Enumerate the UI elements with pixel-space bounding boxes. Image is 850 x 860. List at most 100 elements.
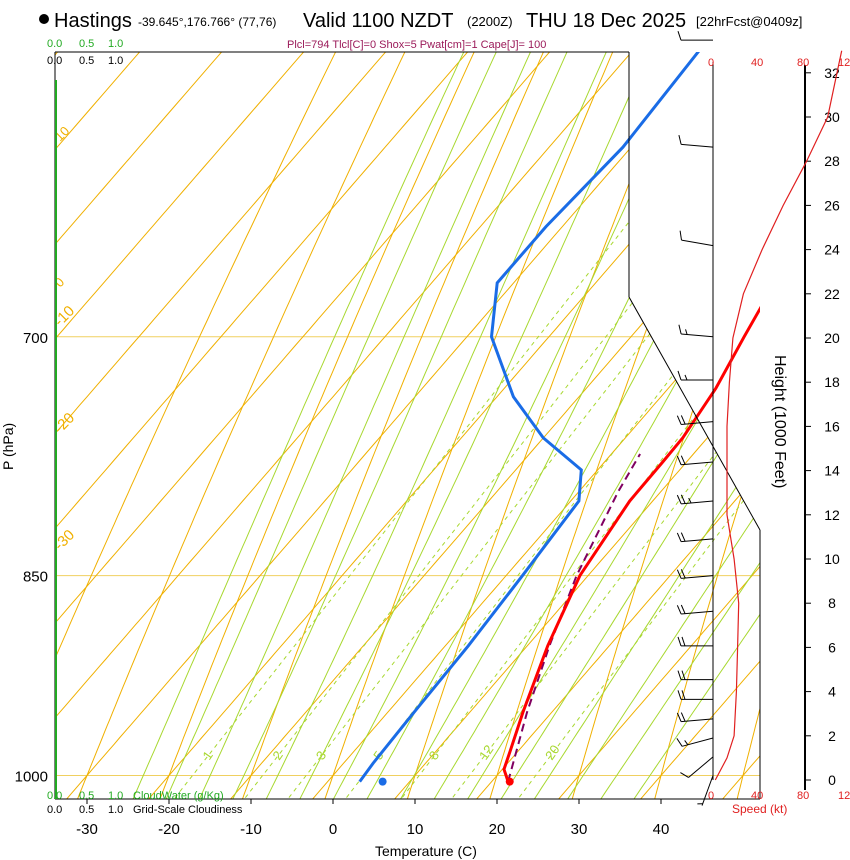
wind-barb-flag-10-1	[680, 494, 686, 504]
temperature-line	[502, 305, 760, 783]
parcel-line	[507, 453, 641, 782]
moist-adiabat-32	[542, 52, 760, 799]
height-tick-28: 28	[824, 153, 840, 169]
wind-barb-flag-2-0	[676, 738, 683, 747]
cloudiness-label: Grid-Scale Cloudiness	[133, 804, 243, 816]
wind-speed-curve	[714, 50, 843, 781]
wind-barb-15	[679, 230, 714, 247]
wind-barb-16	[678, 135, 714, 148]
wind-barb-flag-8-1	[680, 569, 686, 579]
isotherm--60	[55, 52, 760, 799]
mixing-ratio-20	[490, 146, 760, 799]
wind-barb-11	[676, 455, 714, 466]
speed-top-0: 0	[708, 57, 714, 69]
moist-adiabat--20	[116, 52, 760, 799]
moist-adiabat-24	[477, 52, 760, 799]
wind-barb-flag-9-0	[676, 532, 682, 542]
wind-barb-17	[677, 31, 713, 41]
wind-barb-half-2	[684, 740, 689, 746]
wind-barb-flag-12-1	[680, 415, 686, 425]
cloudwater-top-0: 0.0	[47, 38, 62, 50]
height-tick-20: 20	[824, 330, 840, 346]
moist-adiabat-20	[444, 52, 760, 799]
wind-barb-flag-11-1	[680, 455, 686, 465]
cloudiness-bottom-0: 0.0	[47, 804, 62, 816]
moist-adiabat--8	[214, 52, 760, 799]
height-axis-label: Height (1000 Feet)	[771, 355, 788, 488]
dewpoint-line	[358, 52, 700, 783]
profiles-layer	[358, 52, 760, 786]
height-tick-12: 12	[824, 507, 840, 523]
mixing-ratio-2	[215, 146, 755, 799]
height-tick-2: 2	[828, 728, 836, 744]
wind-barbs-layer	[676, 31, 714, 806]
station-coords: -39.645°,176.766° (77,76)	[138, 15, 276, 29]
mixing-ratio-3	[259, 146, 760, 799]
wind-barb-flag-14-0	[678, 324, 682, 335]
height-tick-26: 26	[824, 197, 840, 213]
pressure-tick-850: 850	[23, 569, 48, 586]
dry-adiabat--10	[228, 52, 760, 799]
height-tick-18: 18	[824, 374, 840, 390]
wind-barb-12	[676, 415, 714, 425]
forecast-info: [22hrFcst@0409z]	[696, 14, 802, 29]
wind-barb-5	[677, 670, 713, 681]
dry-adiabat-0	[312, 52, 760, 799]
pressure-tick-700: 700	[23, 330, 48, 347]
speed-bottom-40: 40	[751, 790, 763, 802]
wind-barb-9	[676, 532, 714, 543]
surface-temperature-dot	[505, 777, 514, 786]
wind-barb-flag-5-0	[677, 670, 682, 680]
mixing-ratio-label-2: 2	[269, 748, 285, 763]
stability-indices: Plcl=794 Tlcl[C]=0 Shox=5 Pwat[cm]=1 Cap…	[287, 39, 546, 51]
cloudiness-bottom-10: 1.0	[108, 804, 123, 816]
surface-dewpoint-dot	[378, 777, 387, 786]
wind-barb-flag-13-0	[677, 370, 682, 381]
wind-barb-flag-7-0	[676, 605, 682, 615]
wind-barb-3	[676, 712, 714, 723]
cloudwater-bottom-0: 0.0	[47, 790, 62, 802]
mixing-ratio-label-12: 12	[476, 742, 497, 762]
mixing-ratio-label-3: 3	[313, 748, 329, 763]
moist-adiabat-28	[510, 52, 760, 799]
left-isotherm-label-1: 0	[52, 274, 68, 290]
height-tick-4: 4	[828, 684, 836, 700]
y-axis-label: P (hPa)	[0, 423, 16, 470]
speed-top-40: 40	[751, 57, 763, 69]
wind-barb-half-14	[685, 329, 688, 335]
wind-barb-flag-6-0	[677, 636, 682, 647]
speed-axis-label: Speed (kt)	[732, 802, 787, 816]
dry-adiabat-40	[644, 52, 760, 799]
dry-adiabat-30	[561, 52, 760, 799]
wind-barb-flag-8-0	[676, 569, 682, 579]
height-tick-16: 16	[824, 418, 840, 434]
temperature-tick--10: -10	[240, 821, 262, 838]
valid-time: Valid 1100 NZDT	[303, 10, 453, 32]
moist-adiabat-36	[575, 52, 760, 799]
mixing-ratio-label-20: 20	[542, 742, 563, 762]
pressure-tick-1000: 1000	[15, 769, 48, 786]
wind-barb-2	[676, 737, 714, 747]
wind-barb-shaft-9	[681, 538, 714, 543]
height-tick-30: 30	[824, 109, 840, 125]
cloudwater-label: CloudWater (g/Kg)	[133, 790, 224, 802]
wind-barb-shaft-1	[688, 756, 714, 778]
valid-date: THU 18 Dec 2025	[526, 10, 686, 32]
wind-barb-flag-15-0	[679, 230, 682, 241]
height-tick-6: 6	[828, 639, 836, 655]
height-tick-10: 10	[824, 551, 840, 567]
wind-barb-0	[697, 775, 714, 806]
wind-barb-1	[680, 756, 714, 778]
isotherm--70	[55, 52, 760, 799]
wind-barb-flag-12-0	[676, 415, 682, 425]
moist-adiabat--12	[182, 52, 760, 799]
wind-barb-shaft-3	[681, 718, 714, 723]
moist-adiabat-40	[608, 52, 760, 799]
height-tick-22: 22	[824, 286, 840, 302]
station-name: Hastings	[54, 10, 132, 32]
moist-adiabat--4	[247, 52, 760, 799]
wind-barb-4	[677, 690, 713, 700]
wind-barb-shaft-16	[681, 143, 714, 148]
